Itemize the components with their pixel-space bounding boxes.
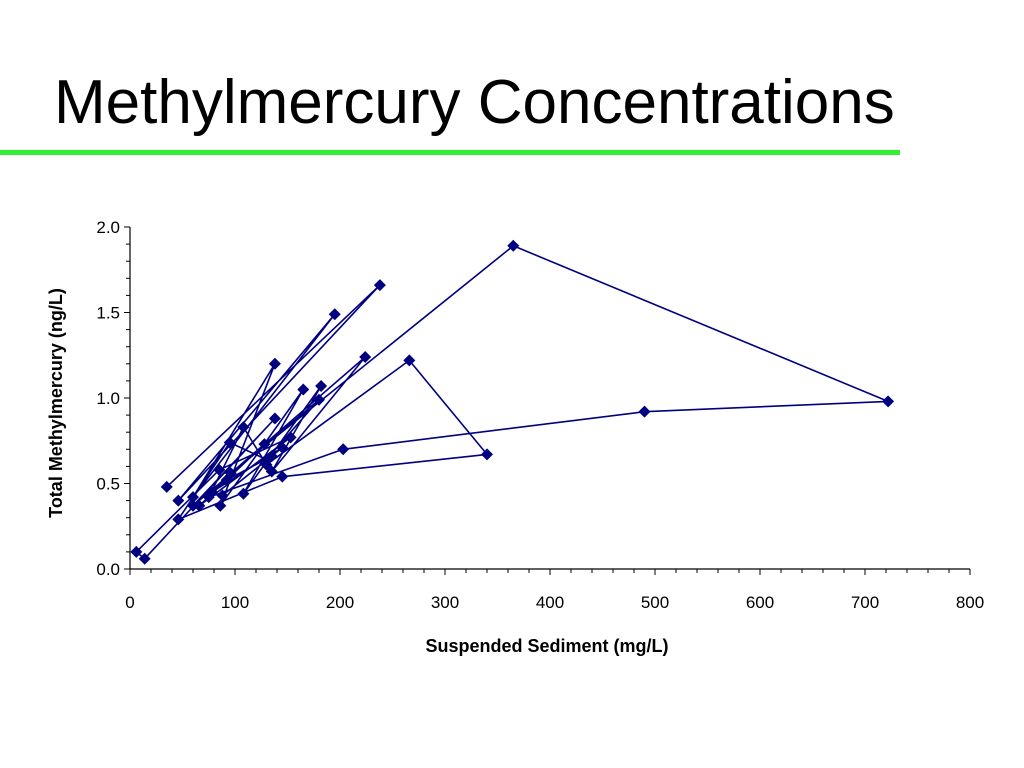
data-point bbox=[328, 308, 341, 321]
data-point bbox=[160, 480, 173, 493]
axis-labels: 0.0 0.5 1.0 1.5 2.0 0 100 200 300 400 500 600 700 800… bbox=[46, 218, 984, 656]
data-point bbox=[187, 499, 199, 512]
title-underline bbox=[0, 150, 900, 155]
slide-title: Methylmercury Concentrations bbox=[54, 68, 895, 137]
data-point bbox=[284, 431, 297, 444]
data-point bbox=[297, 383, 310, 396]
data-point bbox=[313, 393, 325, 406]
series-line bbox=[135, 245, 889, 560]
data-point bbox=[403, 354, 416, 367]
data-point bbox=[265, 450, 278, 463]
y-tick-label: 2.0 bbox=[96, 218, 120, 237]
data-point bbox=[172, 494, 185, 507]
y-axis-title: Total Methylmercury (ng/L) bbox=[46, 288, 66, 518]
data-point bbox=[268, 412, 281, 425]
data-point bbox=[193, 499, 206, 512]
data-point bbox=[237, 487, 250, 500]
data-point bbox=[373, 279, 386, 292]
data-point bbox=[276, 470, 289, 483]
x-tick-label: 600 bbox=[746, 593, 774, 612]
data-point bbox=[359, 350, 372, 363]
x-tick-label: 100 bbox=[221, 593, 249, 612]
y-tick-label: 0.0 bbox=[96, 560, 120, 579]
data-point bbox=[882, 395, 895, 408]
data-point bbox=[268, 357, 281, 370]
y-tick-label: 1.0 bbox=[96, 389, 120, 408]
data-point bbox=[213, 463, 226, 476]
data-series bbox=[130, 239, 895, 565]
data-point bbox=[315, 380, 328, 393]
data-point bbox=[187, 491, 199, 504]
data-point bbox=[481, 448, 493, 461]
data-point bbox=[216, 489, 229, 502]
data-point bbox=[172, 513, 185, 526]
data-point bbox=[223, 436, 236, 449]
data-point bbox=[276, 441, 289, 454]
x-tick-label: 200 bbox=[326, 593, 354, 612]
data-point bbox=[265, 465, 278, 478]
data-point bbox=[237, 421, 250, 434]
x-tick-label: 800 bbox=[956, 593, 984, 612]
data-point bbox=[138, 552, 151, 565]
data-point bbox=[638, 405, 651, 418]
x-tick-label: 500 bbox=[641, 593, 669, 612]
chart-axes bbox=[124, 226, 971, 575]
data-point bbox=[214, 499, 227, 512]
data-point bbox=[220, 474, 233, 487]
data-point bbox=[130, 545, 143, 558]
x-tick-label: 0 bbox=[125, 593, 134, 612]
y-tick-label: 0.5 bbox=[96, 475, 120, 494]
data-point bbox=[507, 239, 520, 252]
x-axis-title: Suspended Sediment (mg/L) bbox=[425, 636, 668, 656]
data-point bbox=[258, 438, 271, 451]
y-tick-label: 1.5 bbox=[96, 304, 120, 323]
data-point bbox=[337, 443, 350, 456]
x-tick-label: 300 bbox=[431, 593, 459, 612]
x-tick-label: 700 bbox=[851, 593, 879, 612]
data-point bbox=[205, 486, 218, 499]
x-tick-label: 400 bbox=[536, 593, 564, 612]
